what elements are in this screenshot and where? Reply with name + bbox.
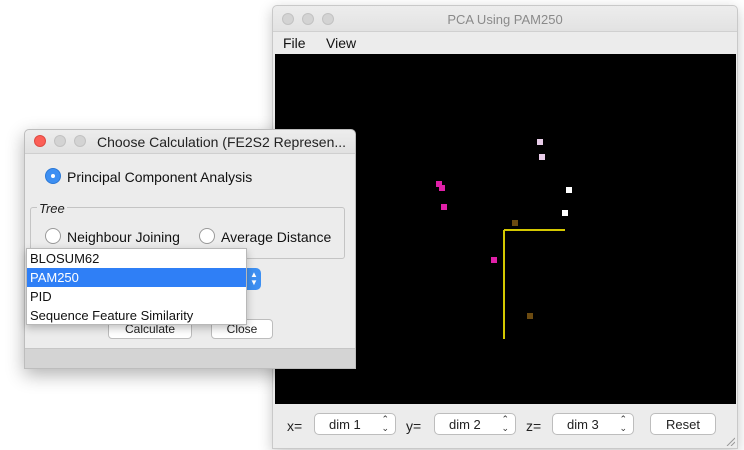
neighbour-joining-radio[interactable] [45, 228, 61, 244]
y-dim-select[interactable]: dim 2 ⌃ ⌄ [434, 413, 516, 435]
menubar: File View [273, 32, 737, 54]
pca-titlebar: PCA Using PAM250 [273, 6, 737, 32]
minimize-dialog-icon[interactable] [54, 135, 66, 147]
y-dim-value: dim 2 [449, 417, 481, 432]
pca-point[interactable] [537, 139, 543, 145]
dropdown-option-pid[interactable]: PID [30, 289, 52, 304]
pca-point[interactable] [441, 204, 447, 210]
dialog-title: Choose Calculation (FE2S2 Represen... [97, 134, 347, 150]
resize-grip-icon[interactable] [725, 436, 735, 446]
pca-radio[interactable] [45, 168, 61, 184]
z-dim-select[interactable]: dim 3 ⌃ ⌄ [552, 413, 634, 435]
neighbour-joining-label[interactable]: Neighbour Joining [67, 229, 180, 245]
x-dim-label: x= [287, 418, 303, 434]
zoom-window-icon[interactable] [322, 13, 334, 25]
pca-point[interactable] [512, 220, 518, 226]
close-window-icon[interactable] [282, 13, 294, 25]
pca-point[interactable] [539, 154, 545, 160]
dialog-titlebar: Choose Calculation (FE2S2 Represen... [25, 130, 355, 154]
dimension-controls: x= dim 1 ⌃ ⌄ y= dim 2 ⌃ ⌄ z= dim 3 ⌃ ⌄ Rese… [273, 406, 739, 450]
window-title: PCA Using PAM250 [447, 12, 563, 27]
reset-button[interactable]: Reset [650, 413, 716, 435]
z-dim-value: dim 3 [567, 417, 599, 432]
tree-group-label: Tree [37, 201, 67, 216]
average-distance-label[interactable]: Average Distance [221, 229, 332, 245]
x-dim-select[interactable]: dim 1 ⌃ ⌄ [314, 413, 396, 435]
y-dim-label: y= [406, 418, 422, 434]
pca-point[interactable] [566, 187, 572, 193]
dropdown-option-blosum62[interactable]: BLOSUM62 [30, 251, 100, 266]
pca-plot-svg[interactable] [275, 54, 736, 404]
chevron-updown-icon: ⌃ ⌄ [501, 414, 509, 433]
chevron-updown-icon: ⌃ ⌄ [381, 414, 389, 433]
zoom-dialog-icon[interactable] [74, 135, 86, 147]
x-dim-value: dim 1 [329, 417, 361, 432]
pca-point[interactable] [527, 313, 533, 319]
dropdown-option-sequence-feature-similarity[interactable]: Sequence Feature Similarity [30, 308, 194, 323]
pca-radio-label[interactable]: Principal Component Analysis [67, 169, 253, 185]
pca-point[interactable] [436, 181, 442, 187]
dropdown-option-pam250[interactable]: PAM250 [27, 268, 246, 287]
menu-file[interactable]: File [283, 35, 306, 51]
close-dialog-icon[interactable] [34, 135, 46, 147]
chevron-updown-icon: ⌃ ⌄ [619, 414, 627, 433]
menu-view[interactable]: View [326, 35, 357, 51]
pca-point[interactable] [439, 185, 445, 191]
score-model-select-arrows[interactable]: ▲ ▼ [245, 268, 261, 290]
pca-point[interactable] [562, 210, 568, 216]
pca-point[interactable] [491, 257, 497, 263]
minimize-window-icon[interactable] [302, 13, 314, 25]
average-distance-radio[interactable] [199, 228, 215, 244]
dialog-bottom-bar [25, 348, 355, 368]
score-model-dropdown[interactable]: BLOSUM62 PAM250 PID Sequence Feature Sim… [26, 248, 247, 325]
z-dim-label: z= [526, 418, 542, 434]
